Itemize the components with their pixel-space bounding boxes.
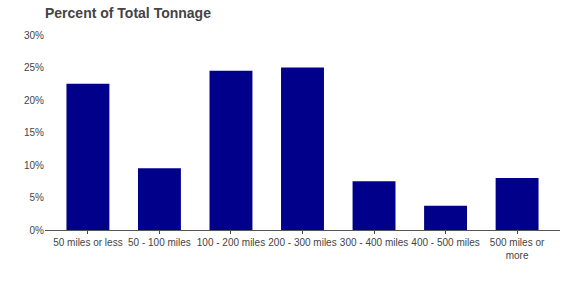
svg-text:20%: 20% (24, 95, 44, 106)
svg-text:25%: 25% (24, 62, 44, 73)
svg-text:200 - 300 miles: 200 - 300 miles (268, 237, 336, 248)
svg-text:50 - 100 miles: 50 - 100 miles (128, 237, 191, 248)
svg-text:50 miles or less: 50 miles or less (53, 237, 122, 248)
svg-text:Percent of Total Tonnage: Percent of Total Tonnage (45, 5, 211, 21)
svg-text:10%: 10% (24, 160, 44, 171)
svg-text:400 - 500 miles: 400 - 500 miles (411, 237, 479, 248)
svg-text:0%: 0% (30, 225, 45, 236)
svg-text:500 miles ormore: 500 miles ormore (490, 237, 545, 261)
svg-text:15%: 15% (24, 127, 44, 138)
svg-text:5%: 5% (30, 192, 45, 203)
svg-text:100 - 200 miles: 100 - 200 miles (197, 237, 265, 248)
svg-text:300 - 400 miles: 300 - 400 miles (340, 237, 408, 248)
svg-text:30%: 30% (24, 30, 44, 41)
